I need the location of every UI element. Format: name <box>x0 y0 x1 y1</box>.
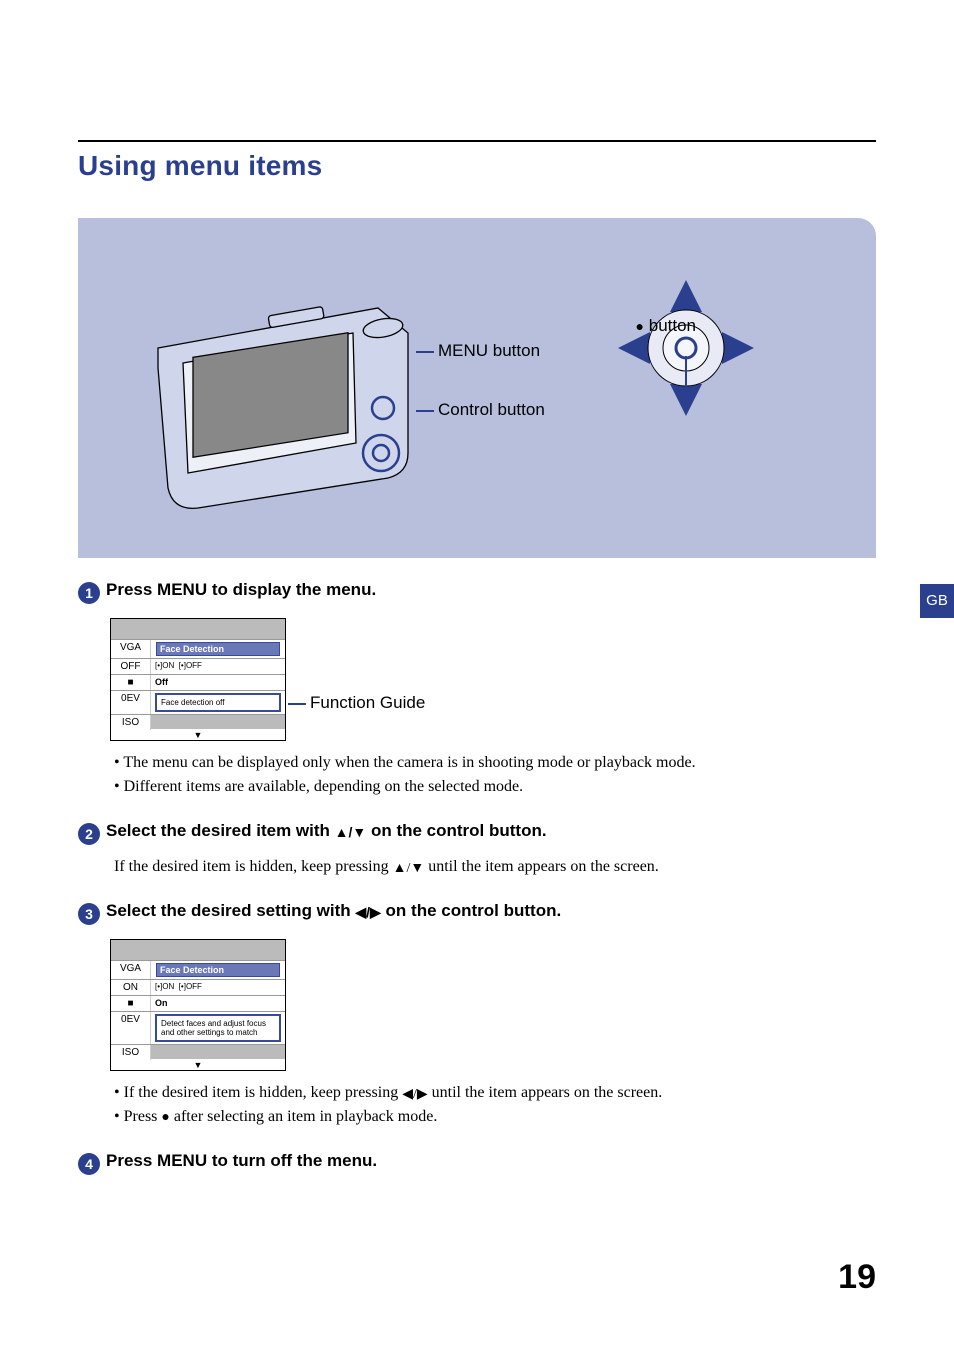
menu-icons-row: [•]ON [•]OFF <box>151 980 285 995</box>
menu-icon: VGA <box>111 640 151 658</box>
bullet-post: after selecting an item in playback mode… <box>170 1108 437 1125</box>
menu-left-label: 0EV <box>111 1012 151 1044</box>
menu-icon: ■ <box>111 996 151 1011</box>
step2-body-pre: If the desired item is hidden, keep pres… <box>114 858 393 875</box>
step2-body-post: until the item appears on the screen. <box>424 858 659 875</box>
step2-post: on the control button. <box>366 821 546 840</box>
control-dpad-illustration <box>616 278 756 418</box>
step-number-3: 3 <box>78 903 100 925</box>
language-tab: GB <box>920 584 954 618</box>
leader-line <box>288 703 306 705</box>
camera-illustration <box>138 278 438 518</box>
top-rule <box>78 140 876 142</box>
bullet-item: The menu can be displayed only when the … <box>114 751 876 775</box>
page-number: 19 <box>838 1258 876 1297</box>
updown-arrows-icon: ▲/▼ <box>393 861 425 876</box>
bullet-post: until the item appears on the screen. <box>428 1084 663 1101</box>
menu-icon: ISO <box>111 1045 151 1060</box>
bullet-item: Different items are available, depending… <box>114 775 876 799</box>
center-button-label: ● button <box>636 316 696 336</box>
leftright-arrows-icon: ◀/▶ <box>355 904 380 920</box>
menu-icon: OFF <box>111 659 151 674</box>
function-guide-box: Face detection off <box>155 693 281 712</box>
step3-heading: 3 Select the desired setting with ◀/▶ on … <box>78 901 876 925</box>
step4-heading: 4 Press MENU to turn off the menu. <box>78 1151 876 1175</box>
menu-icon: ON <box>111 980 151 995</box>
menu-icons-row: [•]ON [•]OFF <box>151 659 285 674</box>
diagram-panel: MENU button Control button ● button <box>78 218 876 558</box>
function-guide-label: Function Guide <box>310 693 425 713</box>
menu-value: Off <box>151 675 285 690</box>
enter-dot-icon: ● <box>161 1110 169 1125</box>
menu-screenshot-1: VGA Face Detection OFF[•]ON [•]OFF ■Off 0… <box>110 618 286 741</box>
step1-heading: 1 Press MENU to display the menu. <box>78 580 876 604</box>
step-number-2: 2 <box>78 823 100 845</box>
step3-post: on the control button. <box>381 901 561 920</box>
menu-header: Face Detection <box>156 963 280 977</box>
step-number-1: 1 <box>78 582 100 604</box>
bullet-pre: Press <box>124 1108 162 1125</box>
step3-pre: Select the desired setting with <box>106 901 355 920</box>
step1-text: Press MENU to display the menu. <box>106 580 376 599</box>
bullet-pre: If the desired item is hidden, keep pres… <box>124 1084 403 1101</box>
step1-bullets: The menu can be displayed only when the … <box>114 751 876 799</box>
step-number-4: 4 <box>78 1153 100 1175</box>
step3-bullets: If the desired item is hidden, keep pres… <box>114 1081 876 1129</box>
control-button-label: Control button <box>438 400 545 420</box>
menu-icon: ISO <box>111 715 151 730</box>
step2-body: If the desired item is hidden, keep pres… <box>114 855 876 879</box>
menu-value: On <box>151 996 285 1011</box>
leftright-arrows-icon: ◀/▶ <box>402 1087 427 1102</box>
manual-page: Using menu items MENU button Control but… <box>0 0 954 1175</box>
enter-dot-icon: ● <box>636 318 644 334</box>
menu-icon: ■ <box>111 675 151 690</box>
function-guide-box: Detect faces and adjust focus and other … <box>155 1014 281 1042</box>
menu-left-label: 0EV <box>111 691 151 714</box>
updown-arrows-icon: ▲/▼ <box>335 824 367 840</box>
leader-line <box>416 351 434 353</box>
center-button-text: button <box>649 316 696 335</box>
menu-icon: VGA <box>111 961 151 979</box>
menu-screenshot-2: VGA Face Detection ON[•]ON [•]OFF ■On 0EV… <box>110 939 286 1071</box>
step2-pre: Select the desired item with <box>106 821 335 840</box>
bullet-item: If the desired item is hidden, keep pres… <box>114 1081 876 1105</box>
menu-header: Face Detection <box>156 642 280 656</box>
bullet-item: Press ● after selecting an item in playb… <box>114 1105 876 1129</box>
page-title: Using menu items <box>78 150 876 182</box>
step2-heading: 2 Select the desired item with ▲/▼ on the… <box>78 821 876 845</box>
menu-button-label: MENU button <box>438 341 540 361</box>
leader-line <box>416 410 434 412</box>
step4-text: Press MENU to turn off the menu. <box>106 1151 377 1170</box>
